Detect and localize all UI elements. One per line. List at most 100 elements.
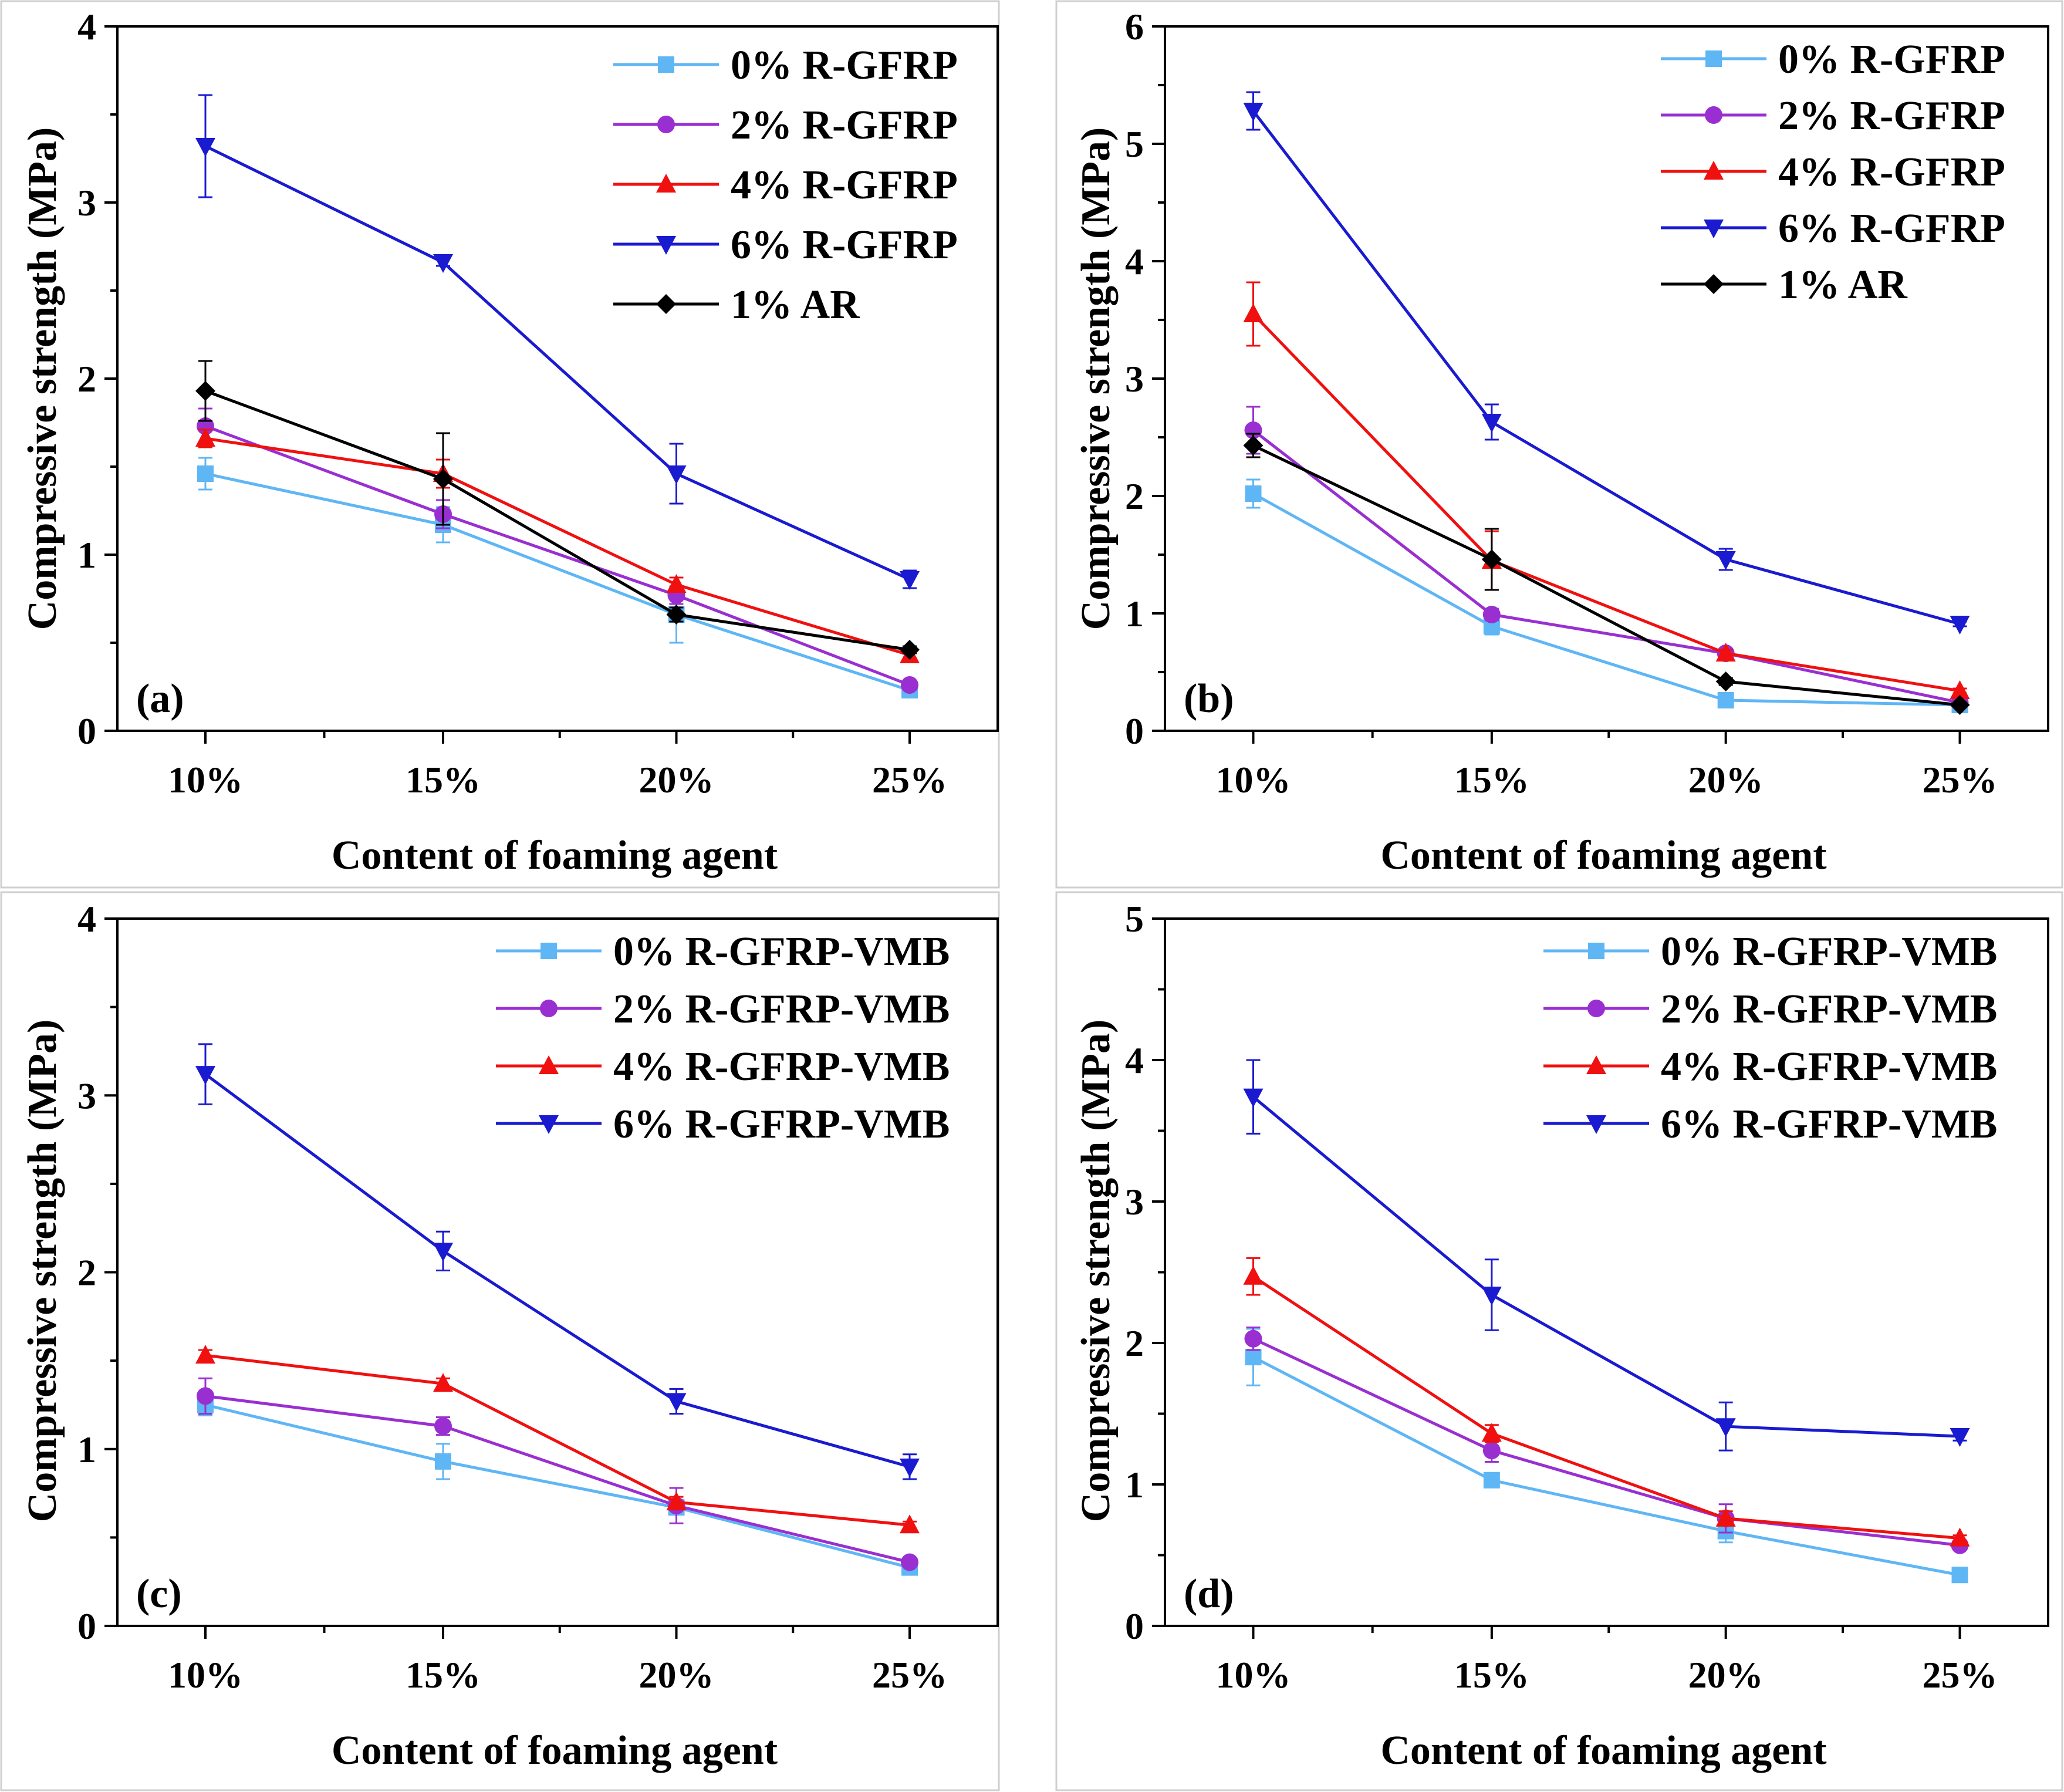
- y-axis-title: Compressive strength (MPa): [20, 127, 65, 630]
- legend-marker: [539, 1055, 559, 1074]
- legend-entry: 4% R-GFRP-VMB: [1543, 1044, 1998, 1089]
- x-tick-label: 25%: [872, 1654, 947, 1696]
- panel-border-d: [1055, 891, 2063, 1791]
- x-tick-label: 15%: [1454, 1654, 1529, 1696]
- series-line: [205, 389, 910, 652]
- y-tick-label: 5: [1125, 123, 1144, 165]
- series-line: [1252, 444, 1960, 707]
- series-line: [205, 1354, 910, 1527]
- legend-label: 2% R-GFRP: [1778, 93, 2005, 139]
- chart-panel-a: 0 1 2 3 4 10% 15% 20% 25% Content of foaming agen…: [20, 6, 999, 878]
- y-tick-label: 2: [77, 1252, 96, 1294]
- legend-label: 0% R-GFRP: [731, 43, 958, 88]
- legend-entry: 2% R-GFRP-VMB: [496, 987, 950, 1032]
- legend-marker: [1586, 1115, 1606, 1134]
- y-tick-label: 0: [77, 710, 96, 752]
- panel-label: (a): [136, 676, 184, 721]
- data-point: [1951, 1567, 1968, 1584]
- series-1-ar: [195, 360, 920, 660]
- series-line: [205, 424, 910, 687]
- y-tick-label: 0: [77, 1605, 96, 1647]
- series-4-r-gfrp-vmb: [1243, 1257, 1970, 1547]
- series-line: [1252, 1095, 1960, 1438]
- legend-entry: 1% AR: [1661, 262, 1908, 308]
- data-point: [900, 1458, 920, 1477]
- series-2-r-gfrp-vmb: [1244, 1326, 1969, 1554]
- legend-label: 6% R-GFRP: [1778, 206, 2005, 251]
- series-4-r-gfrp-vmb: [195, 1345, 920, 1534]
- data-point: [197, 1387, 214, 1405]
- series-line: [1252, 1275, 1960, 1540]
- data-point: [433, 469, 453, 489]
- data-point: [1245, 1349, 1262, 1366]
- y-tick-label: 1: [1125, 593, 1144, 635]
- legend-marker: [657, 116, 675, 133]
- x-tick-label: 10%: [1216, 1654, 1291, 1696]
- legend-label: 6% R-GFRP-VMB: [613, 1102, 950, 1147]
- data-point: [1715, 1418, 1736, 1437]
- data-point: [666, 605, 687, 625]
- y-tick-label: 5: [1125, 898, 1144, 940]
- legend-entry: 1% AR: [613, 282, 860, 328]
- data-point: [1481, 1423, 1502, 1442]
- series-0-r-gfrp-vmb: [197, 1393, 918, 1576]
- legend-entry: 0% R-GFRP-VMB: [496, 929, 950, 974]
- x-tick-label: 25%: [1923, 1654, 1998, 1696]
- data-point: [433, 1373, 453, 1392]
- y-axis-title: Compressive strength (MPa): [20, 1020, 65, 1523]
- series-6-r-gfrp: [1243, 91, 1970, 635]
- data-point: [195, 138, 215, 157]
- legend-label: 4% R-GFRP: [731, 163, 958, 208]
- x-tick-label: 25%: [872, 759, 947, 801]
- data-point: [1243, 1088, 1264, 1108]
- legend-entry: 6% R-GFRP-VMB: [496, 1102, 950, 1147]
- series-line: [205, 1403, 910, 1570]
- panel-label: (c): [136, 1571, 182, 1616]
- data-point: [1243, 436, 1264, 455]
- legend-marker: [1705, 50, 1722, 67]
- x-axis-title: Content of foaming agent: [1380, 1728, 1826, 1773]
- data-point: [1481, 414, 1502, 433]
- legend-entry: 2% R-GFRP: [1661, 93, 2005, 139]
- data-point: [900, 1514, 920, 1534]
- series-line: [204, 1073, 910, 1469]
- y-tick-label: 2: [1125, 1322, 1144, 1364]
- x-axis-title: Content of foaming agent: [332, 833, 778, 878]
- legend-entry: 6% R-GFRP: [613, 222, 958, 268]
- legend-marker: [1704, 220, 1724, 238]
- legend-entry: 6% R-GFRP-VMB: [1543, 1102, 1998, 1147]
- series-line: [1252, 492, 1960, 707]
- legend-marker: [1705, 106, 1722, 124]
- series-line: [1252, 1337, 1960, 1547]
- data-point: [197, 465, 214, 482]
- legend-entry: 4% R-GFRP-VMB: [496, 1044, 950, 1089]
- data-point: [195, 1066, 215, 1085]
- data-point: [1715, 671, 1736, 691]
- data-point: [433, 1243, 453, 1262]
- data-point: [435, 1453, 451, 1470]
- x-axis-title: Content of foaming agent: [332, 1728, 778, 1773]
- legend-marker: [540, 1000, 558, 1017]
- data-point: [1244, 1329, 1262, 1348]
- x-tick-label: 10%: [168, 759, 243, 801]
- legend-marker: [1586, 1055, 1606, 1074]
- x-tick-label: 20%: [1688, 1654, 1764, 1696]
- data-point: [901, 676, 918, 694]
- legend-marker: [656, 294, 676, 314]
- legend-entry: 2% R-GFRP: [613, 103, 958, 148]
- data-point: [1950, 616, 1970, 635]
- panel-border-b: [1055, 0, 2063, 889]
- legend-marker: [1704, 274, 1724, 294]
- legend-entry: 0% R-GFRP: [1661, 37, 2005, 82]
- y-tick-label: 4: [1125, 241, 1144, 282]
- legend-entry: 6% R-GFRP: [1661, 206, 2005, 251]
- series-0-r-gfrp: [197, 457, 918, 698]
- y-tick-label: 1: [77, 1429, 96, 1470]
- chart-panel-b: 0 1 2 3 4 5 6 10% 15% 20% 25% Content of foaming ag…: [1073, 6, 2049, 878]
- series-6-r-gfrp-vmb: [195, 1043, 920, 1480]
- legend-entry: 0% R-GFRP-VMB: [1543, 929, 1998, 974]
- legend-label: 0% R-GFRP-VMB: [1661, 929, 1998, 974]
- y-tick-label: 2: [77, 358, 96, 400]
- series-line: [205, 1394, 910, 1564]
